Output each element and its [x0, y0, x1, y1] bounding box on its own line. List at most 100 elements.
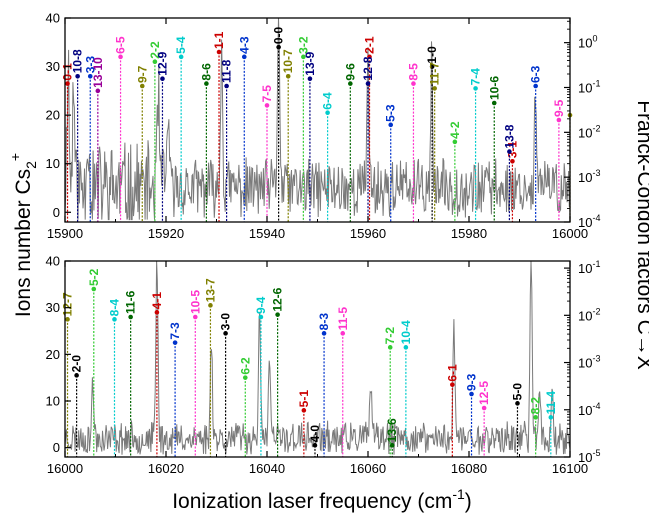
band-11-5: 11-5 [336, 307, 350, 457]
band-label: 6-3 [529, 65, 543, 83]
y2-tick-exponent: -1 [592, 78, 600, 88]
band-label: 7-5 [260, 85, 274, 103]
band-12-7: 12-7 [61, 292, 75, 457]
band-label: 13-9 [303, 51, 317, 75]
band-1-0: 1-0 [425, 46, 439, 222]
band-marker [507, 149, 512, 154]
band-marker [429, 64, 435, 69]
band-marker [469, 391, 474, 397]
band-5-0: 5-0 [510, 383, 524, 457]
band-marker [208, 303, 213, 308]
band-marker [491, 100, 497, 106]
band-9-4: 9-4 [254, 296, 268, 457]
band-marker [548, 415, 554, 420]
y2-tick-base: 10 [578, 450, 592, 465]
x-tick-label: 15980 [451, 226, 487, 241]
band-label: 4-2 [448, 121, 462, 139]
band-label: 10-6 [487, 76, 501, 100]
band-label: 11-6 [124, 290, 138, 314]
band-7-5: 7-5 [260, 85, 274, 222]
y2-tick-exponent: -1 [592, 259, 600, 269]
band-marker [65, 317, 70, 322]
band-label: 7-4 [469, 68, 483, 86]
band-12-9: 12-9 [155, 51, 169, 222]
band-label: 12-5 [477, 381, 491, 405]
band-label: 10-8 [71, 49, 85, 73]
band-marker [91, 286, 97, 292]
band-marker [367, 54, 372, 60]
band-5-1: 5-1 [297, 390, 311, 457]
x-tick-label: 15960 [350, 226, 386, 241]
y2-tick-label: 10-4 [578, 213, 600, 230]
band-9-6: 9-6 [343, 63, 357, 222]
band-6-1: 6-1 [445, 364, 459, 457]
panel-2: 12-72-05-28-4 11-6 4-17-310-5 13-73-06-29-4… [46, 254, 601, 477]
band-label: 4-3 [237, 36, 251, 54]
band-label: 12-6 [271, 287, 285, 311]
band-label: 12-9 [155, 51, 169, 75]
band-label: 8-5 [406, 63, 420, 81]
band-marker [473, 86, 478, 91]
y-tick-label: 40 [46, 11, 60, 26]
band-marker [65, 81, 70, 86]
band-marker [128, 314, 133, 320]
band-label: 2-2 [148, 41, 162, 59]
band-marker [321, 331, 327, 336]
band-9-5: 9-5 [552, 99, 566, 222]
band-5-3: 5-3 [384, 104, 398, 222]
band-marker [403, 345, 409, 350]
band-marker [365, 81, 371, 86]
band-label: 7-3 [168, 322, 182, 340]
band-3-2: 3-2 [296, 36, 310, 222]
band-marker [74, 373, 79, 378]
band-8-4: 8-4 [107, 299, 121, 457]
y-axis-title-left-subscript: 2 [23, 161, 39, 169]
band-11-6: 11-6 [124, 290, 138, 457]
band-label: 9-4 [254, 296, 268, 314]
band-label: 13-10 [91, 57, 105, 88]
band-marker [301, 408, 307, 413]
band-label: 5-4 [174, 36, 188, 54]
band-label: 1-0 [425, 46, 439, 64]
y-axis-title-right: Franck-Condon factors C→X [633, 100, 649, 370]
band-marker [152, 59, 158, 65]
x-tick-label: 15940 [249, 226, 285, 241]
band-marker [510, 158, 515, 164]
band-6-5: 6-5 [114, 36, 128, 222]
band-label: 4-0 [308, 425, 322, 443]
band-8-5: 8-5 [406, 63, 420, 222]
band-label: 7-2 [383, 327, 397, 345]
band-3-1: 3-1 [505, 141, 519, 222]
band-label: 3-3 [83, 56, 97, 74]
band-label: 0-0 [272, 26, 286, 44]
band-13-7: 13-7 [203, 278, 217, 457]
band-marker [515, 401, 520, 406]
band-10-7: 10-7 [281, 49, 295, 222]
band-marker [276, 44, 281, 50]
band-6-4: 6-4 [321, 92, 335, 222]
y2-tick-label: 10-2 [578, 306, 600, 323]
band-6-2: 6-2 [238, 357, 252, 457]
x-axis-title-superscript: -1 [452, 486, 465, 502]
band-label: 11-8 [220, 59, 234, 83]
band-marker [87, 73, 93, 79]
y2-tick-exponent: -3 [592, 168, 600, 178]
band-marker [204, 81, 209, 86]
x-axis-title: Ionization laser frequency (cm-1) [172, 486, 472, 513]
band-label: 4-1 [150, 292, 164, 310]
ion-signal-trace [64, 17, 571, 221]
band-marker [75, 73, 80, 79]
x-tick-label: 16080 [451, 461, 487, 476]
y2-tick-base: 10 [578, 80, 592, 95]
band-marker [452, 139, 458, 145]
band-label: 8-2 [529, 397, 543, 415]
band-label: 6-1 [445, 364, 459, 382]
band-label: 11-4 [544, 391, 558, 415]
band-label: 6-4 [321, 92, 335, 110]
y2-tick-base: 10 [578, 215, 592, 230]
band-label: 11-7 [428, 62, 442, 86]
band-4-1: 4-1 [150, 292, 164, 457]
band-label: 13-7 [203, 278, 217, 302]
y2-tick-exponent: -5 [592, 448, 600, 458]
